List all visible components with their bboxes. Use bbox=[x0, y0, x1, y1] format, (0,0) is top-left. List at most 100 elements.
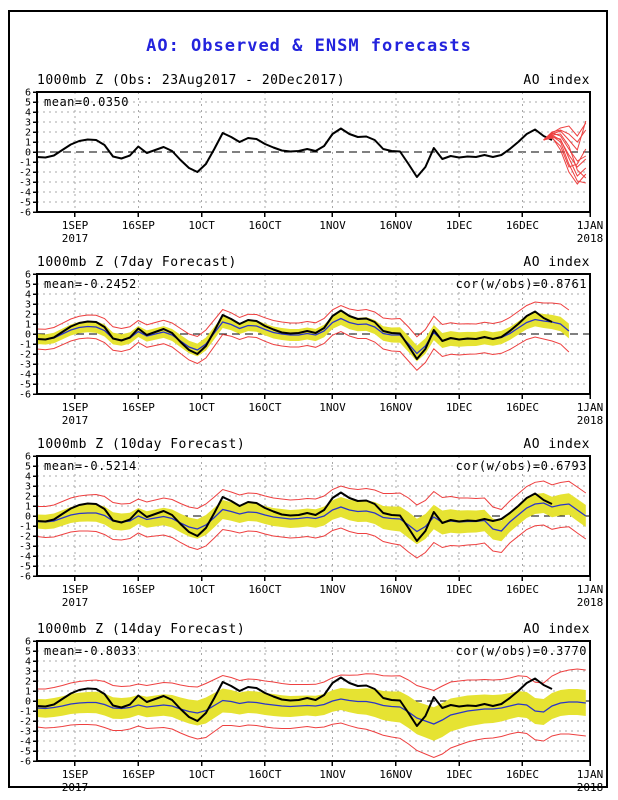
y-tick-label: -6 bbox=[19, 572, 31, 583]
envelope-min-line bbox=[37, 330, 570, 372]
x-tick-label: 16SEP bbox=[122, 219, 155, 232]
x-tick-label: 1DEC bbox=[446, 583, 473, 596]
y-tick-label: 2 bbox=[25, 677, 31, 688]
x-tick-label: 1DEC bbox=[446, 401, 473, 414]
x-tick-label: 16SEP bbox=[122, 768, 155, 781]
envelope-max-line bbox=[37, 480, 587, 511]
y-tick-label: 4 bbox=[25, 657, 31, 668]
x-tick-label: 16SEP bbox=[122, 583, 155, 596]
y-tick-label: 0 bbox=[25, 512, 31, 523]
x-tick-label: 16NOV bbox=[379, 583, 412, 596]
x-tick-label: 16OCT bbox=[248, 219, 281, 232]
observed-line bbox=[37, 676, 553, 727]
mean-annotation-observed: mean=0.0350 bbox=[44, 95, 129, 109]
panel-header-10day: 1000mb Z (10day Forecast) AO index bbox=[37, 437, 590, 454]
y-tick-label: -5 bbox=[19, 198, 31, 209]
y-tick-label: 4 bbox=[25, 290, 31, 301]
y-tick-label: 2 bbox=[25, 492, 31, 503]
x-tick-label: 16NOV bbox=[379, 401, 412, 414]
y-tick-label: 3 bbox=[25, 667, 31, 678]
panel-title-7day: 1000mb Z (7day Forecast) bbox=[37, 255, 237, 270]
ensemble-mean-line bbox=[37, 698, 586, 725]
panel-ylabel-observed: AO index bbox=[523, 73, 590, 88]
x-tick-label: 16DEC bbox=[506, 583, 539, 596]
y-tick-label: -5 bbox=[19, 380, 31, 391]
y-tick-label: 1 bbox=[25, 138, 31, 149]
x-tick-year-label: 2018 bbox=[577, 232, 604, 245]
envelope-min-line bbox=[37, 524, 587, 559]
y-tick-label: 3 bbox=[25, 118, 31, 129]
y-tick-label: -1 bbox=[19, 522, 31, 533]
x-tick-label: 16DEC bbox=[506, 768, 539, 781]
y-tick-label: -6 bbox=[19, 208, 31, 219]
y-tick-label: -5 bbox=[19, 747, 31, 758]
x-tick-label: 1SEP bbox=[62, 219, 89, 232]
mean-annotation-7day: mean=-0.2452 bbox=[44, 277, 137, 291]
observed-line bbox=[37, 491, 553, 542]
ensemble-member-line bbox=[543, 136, 587, 185]
y-tick-label: 1 bbox=[25, 502, 31, 513]
observed-line bbox=[37, 309, 553, 360]
x-tick-label: 1SEP bbox=[62, 768, 89, 781]
panel-header-7day: 1000mb Z (7day Forecast) AO index bbox=[37, 255, 590, 272]
x-tick-label: 16SEP bbox=[122, 401, 155, 414]
x-tick-label: 1JAN bbox=[577, 219, 604, 232]
observed-line bbox=[37, 127, 553, 178]
x-tick-label: 1SEP bbox=[62, 583, 89, 596]
panel-header-14day: 1000mb Z (14day Forecast) AO index bbox=[37, 622, 590, 639]
y-tick-label: -2 bbox=[19, 532, 31, 543]
y-tick-label: -6 bbox=[19, 390, 31, 401]
x-tick-label: 1OCT bbox=[188, 583, 215, 596]
y-tick-label: 2 bbox=[25, 128, 31, 139]
x-tick-label: 16DEC bbox=[506, 219, 539, 232]
y-tick-label: -3 bbox=[19, 542, 31, 553]
x-tick-label: 1NOV bbox=[319, 219, 346, 232]
y-tick-label: -3 bbox=[19, 178, 31, 189]
y-tick-label: -5 bbox=[19, 562, 31, 573]
y-tick-label: -3 bbox=[19, 727, 31, 738]
x-tick-year-label: 2018 bbox=[577, 781, 604, 794]
panel-title-observed: 1000mb Z (Obs: 23Aug2017 - 20Dec2017) bbox=[37, 73, 346, 88]
y-tick-label: 6 bbox=[25, 270, 31, 281]
y-tick-label: 6 bbox=[25, 88, 31, 99]
x-tick-label: 16OCT bbox=[248, 401, 281, 414]
y-tick-label: -4 bbox=[19, 737, 31, 748]
ensemble-member-line bbox=[543, 135, 586, 184]
panel-ylabel-14day: AO index bbox=[523, 622, 590, 637]
y-tick-label: 5 bbox=[25, 647, 31, 658]
ensemble-spread-band bbox=[37, 688, 586, 741]
y-tick-label: -1 bbox=[19, 340, 31, 351]
panel-header-observed: 1000mb Z (Obs: 23Aug2017 - 20Dec2017) AO… bbox=[37, 73, 590, 90]
x-tick-label: 16OCT bbox=[248, 583, 281, 596]
y-tick-label: 1 bbox=[25, 687, 31, 698]
x-tick-label: 1OCT bbox=[188, 768, 215, 781]
x-tick-label: 1JAN bbox=[577, 768, 604, 781]
ensemble-spread-band bbox=[37, 312, 569, 362]
x-tick-label: 16OCT bbox=[248, 768, 281, 781]
x-tick-label: 1DEC bbox=[446, 219, 473, 232]
x-tick-label: 1NOV bbox=[319, 401, 346, 414]
y-tick-label: 5 bbox=[25, 462, 31, 473]
x-tick-label: 1JAN bbox=[577, 583, 604, 596]
x-tick-label: 1OCT bbox=[188, 401, 215, 414]
x-tick-year-label: 2018 bbox=[577, 414, 604, 427]
y-tick-label: 2 bbox=[25, 310, 31, 321]
y-tick-label: 3 bbox=[25, 300, 31, 311]
x-tick-label: 1NOV bbox=[319, 768, 346, 781]
y-tick-label: -1 bbox=[19, 707, 31, 718]
envelope-min-line bbox=[37, 722, 586, 759]
y-tick-label: 0 bbox=[25, 330, 31, 341]
y-tick-label: 0 bbox=[25, 697, 31, 708]
x-tick-year-label: 2017 bbox=[62, 232, 89, 245]
x-tick-label: 1JAN bbox=[577, 401, 604, 414]
x-tick-label: 1SEP bbox=[62, 401, 89, 414]
y-tick-label: -4 bbox=[19, 370, 31, 381]
panel-ylabel-7day: AO index bbox=[523, 255, 590, 270]
x-tick-label: 16DEC bbox=[506, 401, 539, 414]
figure-title: AO: Observed & ENSM forecasts bbox=[146, 36, 472, 56]
